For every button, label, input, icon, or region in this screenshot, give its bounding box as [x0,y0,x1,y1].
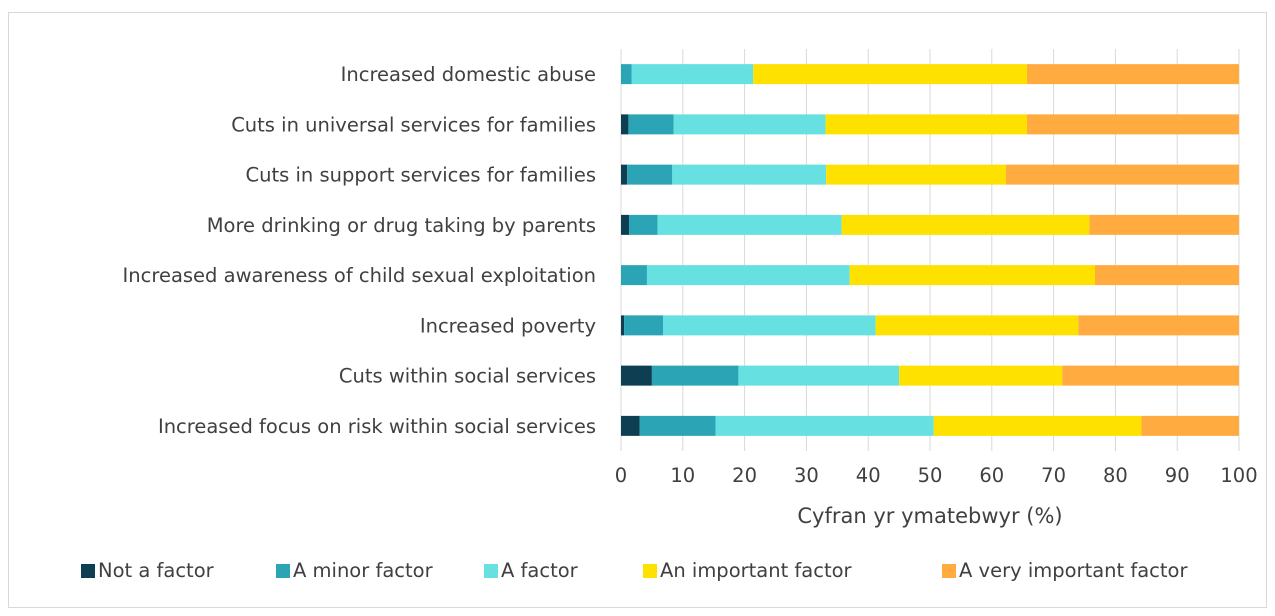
bar-segment-7-4 [899,365,1063,386]
gridlines [620,49,1240,451]
x-tick-label: 50 [918,464,943,487]
bar-segment-7-5 [1062,365,1239,386]
legend-swatch [643,564,657,578]
x-tick-label: 10 [670,464,695,487]
category-label: Increased awareness of child sexual expl… [123,264,596,287]
bar-segment-5-5 [1095,265,1239,286]
x-tick-label: 80 [1103,464,1128,487]
legend-label: An important factor [660,559,853,582]
legend-label: A very important factor [959,559,1188,582]
bar-segment-7-3 [738,365,900,386]
bar-segment-6-4 [875,315,1079,336]
legend-swatch [81,564,95,578]
bar-segment-1-3 [631,64,754,85]
bar-segment-5-3 [646,265,850,286]
legend-label: Not a factor [98,559,215,582]
bar-segment-1-5 [1027,64,1239,85]
bar-segment-3-1 [621,164,628,185]
bar-segment-8-2 [639,415,716,436]
category-label: Cuts in universal services for families [231,113,596,136]
legend-swatch [484,564,498,578]
bar-segment-4-2 [629,214,658,235]
bar-segment-3-3 [672,164,827,185]
bar-segment-4-1 [621,214,630,235]
bar-segment-1-4 [753,64,1028,85]
bar-segment-2-3 [673,114,826,135]
bar-segment-8-3 [715,415,934,436]
x-tick-label: 90 [1165,464,1190,487]
x-tick-label: 100 [1220,464,1257,487]
legend-swatch [276,564,290,578]
x-tick-label: 60 [979,464,1004,487]
bar-segment-8-1 [621,415,640,436]
x-tick-label: 0 [615,464,627,487]
bar-segment-2-2 [628,114,674,135]
bar-segment-2-5 [1027,114,1239,135]
bar-segment-6-3 [663,315,876,336]
category-label: Cuts within social services [339,365,596,388]
legend-swatch [942,564,956,578]
category-label: Cuts in support services for families [246,164,596,187]
bar-segment-2-4 [825,114,1028,135]
bar-segment-7-1 [621,365,652,386]
bar-segment-4-4 [841,214,1090,235]
bar-segment-8-4 [933,415,1142,436]
legend-label: A minor factor [293,559,434,582]
legend-label: A factor [501,559,579,582]
bar-segment-2-1 [621,114,629,135]
bar-segment-8-5 [1141,415,1239,436]
bars [621,64,1239,436]
bar-segment-4-3 [657,214,842,235]
bar-segment-6-1 [621,315,625,336]
x-tick-label: 40 [856,464,881,487]
chart-area: Increased domestic abuse Cuts in universa… [8,12,1267,608]
stacked-bar-chart: Increased domestic abuse Cuts in universa… [81,49,1258,582]
bar-segment-5-4 [849,265,1096,286]
category-label: Increased domestic abuse [341,63,596,86]
bar-segment-3-5 [1006,164,1239,185]
category-labels: Increased domestic abuse Cuts in universa… [123,63,596,438]
category-label: Increased poverty [420,314,596,337]
x-tick-label: 30 [794,464,819,487]
legend: Not a factor A minor factor A factor An imp… [81,559,1188,582]
bar-segment-5-2 [621,265,647,286]
bar-segment-6-5 [1078,315,1239,336]
x-axis-title: Cyfran yr ymatebwyr (%) [797,504,1062,528]
category-label: More drinking or drug taking by parents [207,214,596,237]
bar-segment-7-2 [651,365,739,386]
x-tick-label: 20 [732,464,757,487]
x-tick-label: 70 [1041,464,1066,487]
x-tick-labels: 0 10 20 30 40 50 60 70 80 90 100 [615,464,1258,487]
bar-segment-1-2 [621,64,632,85]
category-label: Increased focus on risk within social se… [158,415,596,438]
bar-segment-6-2 [624,315,664,336]
bar-segment-3-2 [627,164,673,185]
bar-segment-3-4 [826,164,1007,185]
bar-segment-4-5 [1089,214,1239,235]
